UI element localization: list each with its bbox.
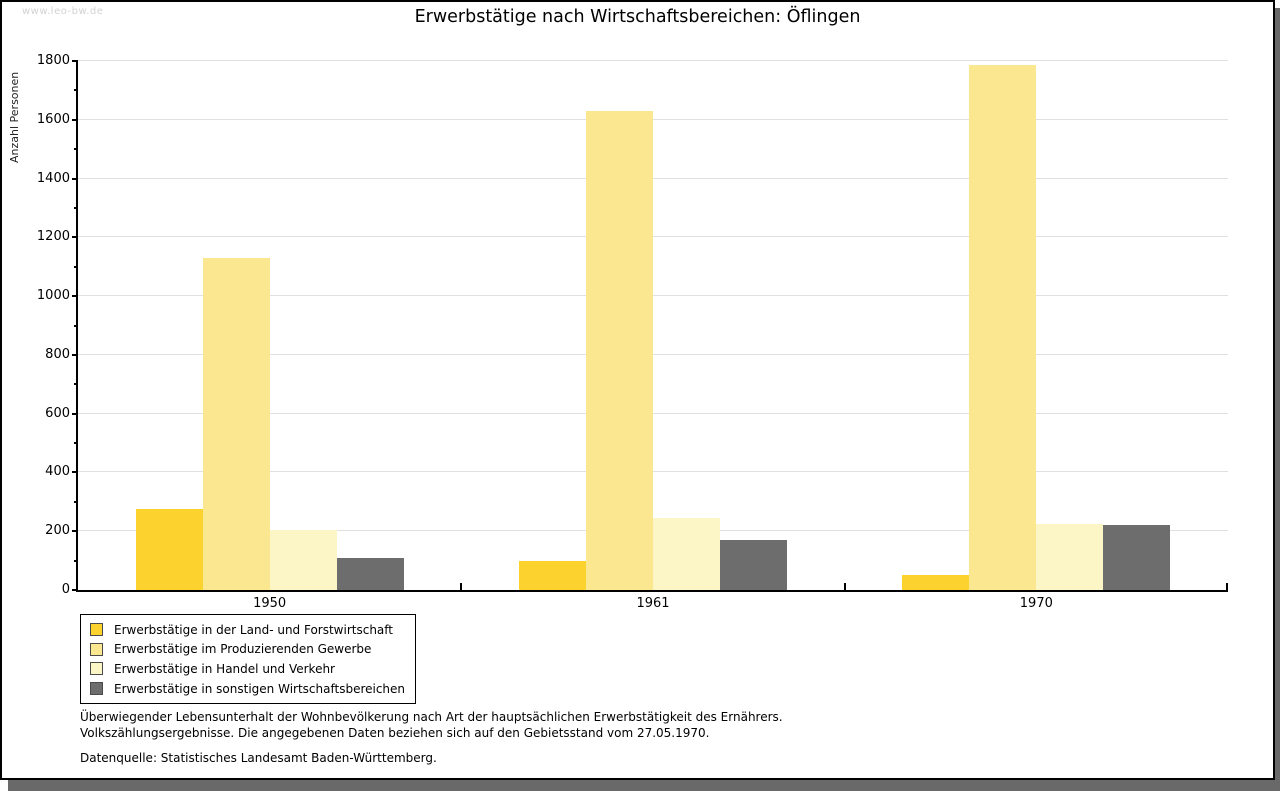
- y-tick-800: [72, 353, 78, 356]
- legend-swatch-4: [90, 682, 103, 696]
- legend-item-2: Erwerbstätige im Produzierenden Gewerbe: [90, 640, 405, 660]
- bar-1970-series3: [1036, 523, 1104, 590]
- bar-1961-series4: [720, 540, 787, 590]
- chart-title: Erwerbstätige nach Wirtschaftsbereichen:…: [414, 7, 861, 27]
- gridline-1800: [78, 60, 1228, 61]
- y-tick-600: [72, 412, 78, 415]
- y-tick-label-800: 800: [45, 346, 70, 362]
- legend-swatch-1: [90, 623, 103, 637]
- gridline-800: [78, 353, 1228, 355]
- y-tick-label-600: 600: [45, 405, 70, 421]
- x-tick-label-1950: 1950: [253, 596, 287, 611]
- y-tick-label-1200: 1200: [36, 229, 70, 245]
- gridline-1200: [78, 236, 1228, 238]
- y-tick-200: [72, 530, 78, 533]
- x-group-tick-2: [843, 583, 846, 590]
- bar-1970-series1: [902, 575, 970, 590]
- y-tick-1800: [72, 60, 78, 62]
- x-tick-label-1970: 1970: [1019, 596, 1053, 611]
- gridline-400: [78, 471, 1228, 473]
- bar-1950-series1: [135, 509, 203, 590]
- x-group-tick-1: [460, 583, 463, 590]
- y-tick-label-200: 200: [45, 523, 70, 539]
- gridline-600: [78, 412, 1228, 414]
- footnotes: Überwiegender Lebensunterhalt der Wohnbe…: [80, 710, 783, 767]
- legend-label-1: Erwerbstätige in der Land- und Forstwirt…: [114, 622, 393, 637]
- legend-label-3: Erwerbstätige in Handel und Verkehr: [114, 661, 335, 676]
- watermark: www.leo-bw.de: [22, 6, 104, 17]
- legend-item-3: Erwerbstätige in Handel und Verkehr: [90, 659, 405, 679]
- bar-1961-series3: [653, 517, 720, 590]
- y-tick-0: [72, 589, 78, 591]
- y-tick-label-1600: 1600: [36, 111, 70, 127]
- legend: Erwerbstätige in der Land- und Forstwirt…: [80, 614, 417, 705]
- y-tick-label-400: 400: [45, 464, 70, 480]
- y-tick-1200: [72, 236, 78, 239]
- legend-swatch-3: [90, 662, 103, 676]
- y-tick-label-0: 0: [61, 582, 70, 597]
- x-tick-label-1961: 1961: [636, 596, 670, 611]
- y-tick-label-1000: 1000: [36, 288, 70, 304]
- bar-1961-series2: [586, 110, 653, 590]
- bar-1970-series2: [969, 65, 1037, 590]
- gridline-1600: [78, 118, 1228, 120]
- legend-swatch-2: [90, 642, 103, 656]
- y-axis-line: [76, 61, 78, 592]
- bar-1961-series1: [519, 560, 586, 590]
- y-tick-1000: [72, 295, 78, 298]
- y-tick-400: [72, 471, 78, 474]
- bar-1950-series2: [202, 257, 270, 590]
- plot-area: 0 200 400 600 800 1000 1200 1400 1600 1800 1950 196…: [2, 2, 1273, 778]
- y-tick-label-1400: 1400: [36, 170, 70, 186]
- x-end-tick: [1226, 583, 1228, 590]
- gridline-1400: [78, 177, 1228, 179]
- y-tick-1600: [72, 118, 78, 121]
- legend-label-2: Erwerbstätige im Produzierenden Gewerbe: [114, 642, 372, 657]
- legend-item-4: Erwerbstätige in sonstigen Wirtschaftsbe…: [90, 679, 405, 699]
- bar-1950-series3: [269, 529, 337, 590]
- bar-1970-series4: [1103, 525, 1171, 590]
- y-tick-label-1800: 1800: [36, 53, 70, 68]
- y-tick-1400: [72, 177, 78, 180]
- data-source: Datenquelle: Statistisches Landesamt Bad…: [80, 751, 437, 765]
- footnote-line-2: Volkszählungsergebnisse. Die angegebenen…: [80, 725, 710, 740]
- x-axis-line: [76, 590, 1228, 592]
- legend-item-1: Erwerbstätige in der Land- und Forstwirt…: [90, 620, 405, 640]
- bar-1950-series4: [336, 557, 404, 590]
- gridline-1000: [78, 295, 1228, 297]
- footnote-line-1: Überwiegender Lebensunterhalt der Wohnbe…: [80, 710, 783, 724]
- legend-label-4: Erwerbstätige in sonstigen Wirtschaftsbe…: [114, 681, 406, 696]
